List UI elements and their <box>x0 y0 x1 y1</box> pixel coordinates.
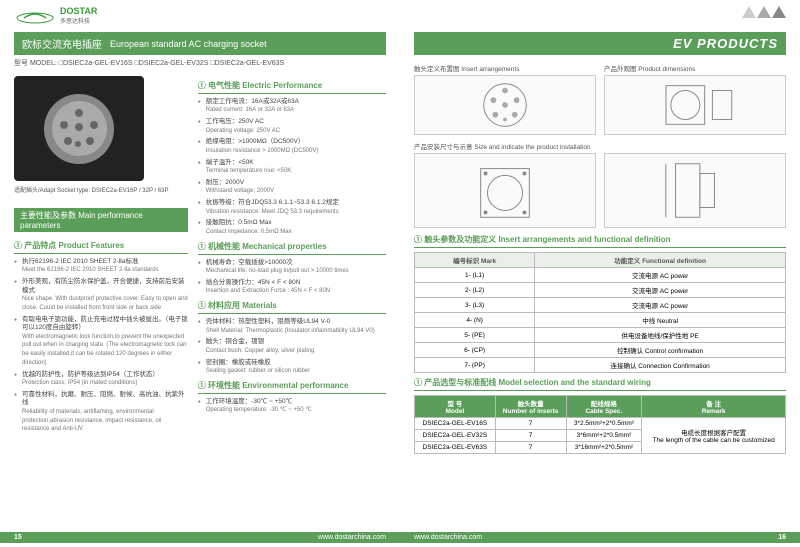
product-image <box>14 76 144 181</box>
bullet-item: 壳体材料：热塑性塑料，阻燃等级UL94 V-0Shell Material: T… <box>198 318 386 335</box>
product-caption: 适配插头/Adapt Socket type: DSIEC2a-EV16P / … <box>14 185 188 194</box>
model-line: 型号 MODEL: □DSIEC2a-GEL-EV16S □DSIEC2a-GE… <box>14 58 386 68</box>
bullet-item: 绝缘电阻：>1000MΩ（DC500V）Insulation resistanc… <box>198 138 386 155</box>
header-left: DOSTAR多思达科技 <box>14 6 386 25</box>
diagram-insert <box>414 75 596 135</box>
mat-list: 壳体材料：热塑性塑料，阻燃等级UL94 V-0Shell Material: T… <box>198 318 386 376</box>
env-list: 工作环境温度：-30℃ ~ +50℃Operating temperature:… <box>198 398 386 415</box>
sub-env: ① 环境性能 Environmental performance <box>198 380 386 394</box>
insert-table: 编号标识 Mark功能定义 Functional definition1- (L… <box>414 252 786 373</box>
label-dims: 产品外观图 Product dimensions <box>604 63 786 73</box>
page-num-right: 16 <box>778 534 786 541</box>
bullet-item: 工作电压：250V ACOperating voltage: 250V AC <box>198 118 386 135</box>
title-bar-left: 欧标交流充电插座 European standard AC charging s… <box>14 32 386 55</box>
bullet-item: 接触阻抗：0.5mΩ MaxContact impedance: 0.5mΩ M… <box>198 219 386 236</box>
label-install: 产品安装尺寸与示意 Size and indicate the product … <box>414 141 786 151</box>
bullet-item: 机械寿命：空载插拔>10000次Mechanical life: no-load… <box>198 259 386 276</box>
section-main-params: 主要性能及参数 Main performance parameters <box>14 208 188 232</box>
header-triangles <box>742 6 786 18</box>
footer-url-right: www.dostarchina.com <box>414 534 482 541</box>
bullet-item: 端子温升：<50KTerminal temperature rise: <50K <box>198 159 386 176</box>
title-en: European standard AC charging socket <box>110 39 267 49</box>
bullet-item: 外形美观，有防尘防水保护盖，开合便捷，支持前后安装模式Nice shape. W… <box>14 278 188 312</box>
diagram-install-2 <box>604 153 786 228</box>
bullet-item: 额定工作电流：16A或32A或63ARated current: 16A or … <box>198 98 386 115</box>
wiring-table: 型 号 Model触头数量 Number of inserts配线规格 Cabl… <box>414 395 786 454</box>
brand-name: DOSTAR <box>60 6 97 16</box>
bullet-item: 优越的防护性，防护等级达到IP54（工作状态）Protection class:… <box>14 371 188 388</box>
bullet-item: 执行62196-2 IEC 2010 SHEET 2-Ⅱa标准Meet the … <box>14 258 188 275</box>
title-bar-right: EV PRODUCTS <box>414 32 786 55</box>
footer-right: www.dostarchina.com 16 <box>400 532 800 543</box>
diagram-dims <box>604 75 786 135</box>
footer-left: 15 www.dostarchina.com <box>0 532 400 543</box>
label-insert: 触头定义布置图 Insert arrangements <box>414 63 596 73</box>
bullet-item: 密封圈：橡胶或硅橡胶Sealing gasket: rubber or sili… <box>198 359 386 376</box>
mech-list: 机械寿命：空载插拔>10000次Mechanical life: no-load… <box>198 259 386 296</box>
sub-insert: ① 触头参数及功能定义 Insert arrangements and func… <box>414 234 786 248</box>
sub-elec: ① 电气性能 Electric Performance <box>198 80 386 94</box>
bullet-item: 耐压：2000VWithstand voltage: 2000V <box>198 179 386 196</box>
sub-wiring: ① 产品选型与标准配线 Model selection and the stan… <box>414 377 786 391</box>
brand-sub: 多思达科技 <box>60 16 97 25</box>
logo: DOSTAR多思达科技 <box>14 6 386 25</box>
page-num-left: 15 <box>14 534 22 541</box>
elec-list: 额定工作电流：16A或32A或63ARated current: 16A or … <box>198 98 386 237</box>
title-cn: 欧标交流充电插座 <box>22 36 102 51</box>
bullet-item: 插合分离操作力：45N < F < 80NInsertion and Extra… <box>198 279 386 296</box>
bullet-item: 抗振等级：符合JDQ53.3 6.1.1~53.3 6.1.2规定Vibrati… <box>198 199 386 216</box>
sub-features: ① 产品特点 Product Features <box>14 240 188 254</box>
bullet-item: 工作环境温度：-30℃ ~ +50℃Operating temperature:… <box>198 398 386 415</box>
features-list: 执行62196-2 IEC 2010 SHEET 2-Ⅱa标准Meet the … <box>14 258 188 434</box>
sub-mat: ① 材料应用 Materials <box>198 300 386 314</box>
bullet-item: 触头：铜合金，镀银Contact bush: Copper alloy, sil… <box>198 338 386 355</box>
bullet-item: 有取电电子锁功能，防止充电过程中插头被拔出。（电子锁可以120度自由旋转）Wit… <box>14 316 188 368</box>
sub-mech: ① 机械性能 Mechanical properties <box>198 241 386 255</box>
bullet-item: 可靠性材料，抗磨、耐压、阻燃、耐候、高抗油、抗紫外线Reliability of… <box>14 391 188 434</box>
diagram-install-1 <box>414 153 596 228</box>
footer-url-left: www.dostarchina.com <box>318 534 386 541</box>
